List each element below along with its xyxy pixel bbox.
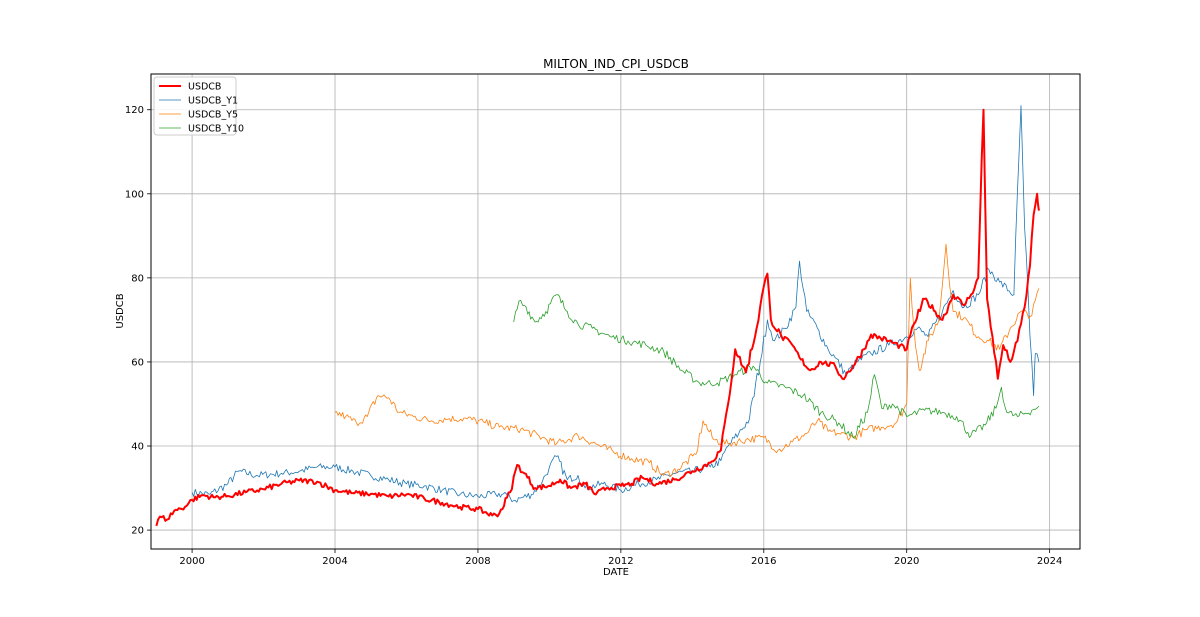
y-tick-label: 120 <box>125 105 144 116</box>
legend-label: USDCB_Y5 <box>188 110 238 121</box>
x-tick-label: 2004 <box>322 556 347 567</box>
y-tick-label: 60 <box>131 357 144 368</box>
x-axis-label: DATE <box>603 567 629 578</box>
x-tick-label: 2000 <box>179 556 204 567</box>
y-tick-label: 40 <box>131 442 144 453</box>
series-line-usdcb <box>155 108 1040 527</box>
series-layer <box>155 105 1040 527</box>
y-axis: 20 40 60 80 100 120 <box>125 105 151 537</box>
legend-label: USDCB_Y1 <box>188 96 238 107</box>
legend-box <box>153 76 237 136</box>
series-line-usdcb-y1 <box>191 105 1040 503</box>
y-tick-label: 80 <box>131 273 144 284</box>
plot-frame <box>150 73 1081 550</box>
x-tick-label: 2016 <box>751 556 776 567</box>
y-axis-label: USDCB <box>115 293 126 328</box>
y-tick-label: 100 <box>125 189 144 200</box>
y-tick-label: 20 <box>131 526 144 537</box>
x-tick-label: 2020 <box>894 556 919 567</box>
series-line-usdcb-y5 <box>334 243 1040 478</box>
x-axis: 2000 2004 2008 2012 2016 2020 2024 <box>179 549 1062 567</box>
grid <box>151 74 1080 549</box>
legend-label: USDCB_Y10 <box>188 124 244 135</box>
x-tick-label: 2008 <box>465 556 490 567</box>
x-tick-label: 2024 <box>1037 556 1062 567</box>
legend-label: USDCB <box>188 82 221 93</box>
chart-title: MILTON_IND_CPI_USDCB <box>543 57 689 71</box>
legend: USDCB USDCB_Y1 USDCB_Y5 USDCB_Y10 <box>153 76 244 136</box>
series-line-usdcb-y10 <box>513 294 1040 439</box>
x-tick-label: 2012 <box>608 556 633 567</box>
